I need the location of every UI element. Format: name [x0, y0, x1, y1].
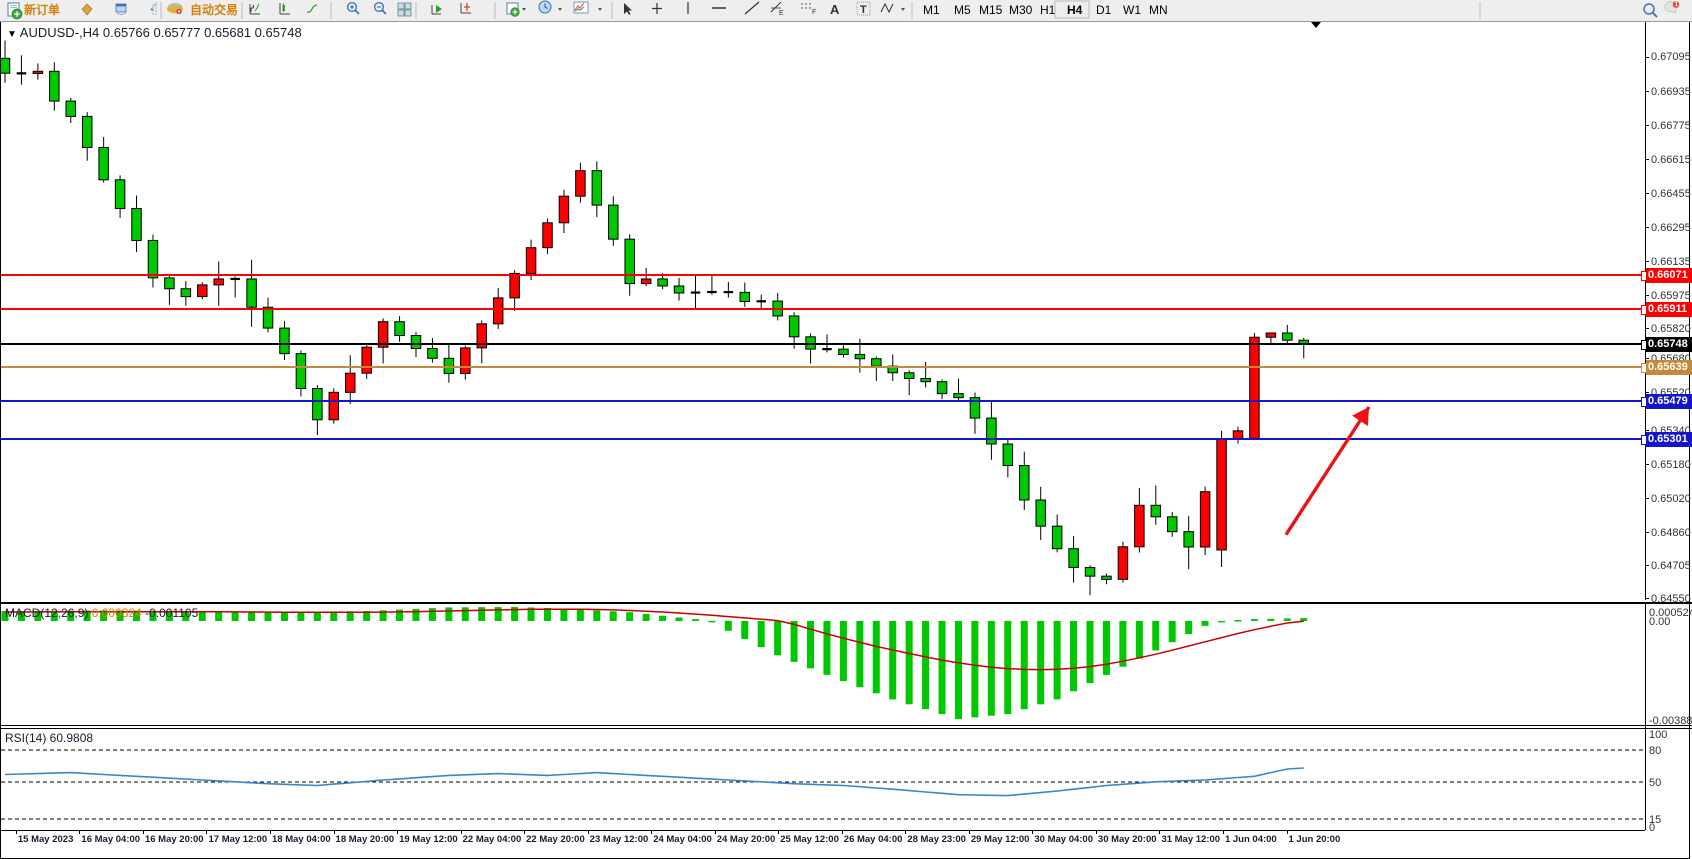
- svg-text:自动交易: 自动交易: [190, 2, 238, 17]
- svg-text:D1: D1: [1096, 3, 1112, 17]
- svg-text:M15: M15: [979, 3, 1003, 17]
- svg-text:H1: H1: [1040, 3, 1056, 17]
- svg-text:W1: W1: [1123, 3, 1141, 17]
- svg-text:A: A: [830, 2, 840, 17]
- svg-text:H4: H4: [1067, 3, 1083, 17]
- svg-text:M5: M5: [954, 3, 971, 17]
- svg-text:F: F: [812, 9, 816, 16]
- svg-text:M30: M30: [1009, 3, 1033, 17]
- svg-text:E: E: [779, 10, 784, 17]
- svg-text:新订单: 新订单: [24, 2, 60, 17]
- svg-text:MN: MN: [1149, 3, 1168, 17]
- svg-text:M1: M1: [923, 3, 940, 17]
- svg-text:T: T: [860, 4, 867, 16]
